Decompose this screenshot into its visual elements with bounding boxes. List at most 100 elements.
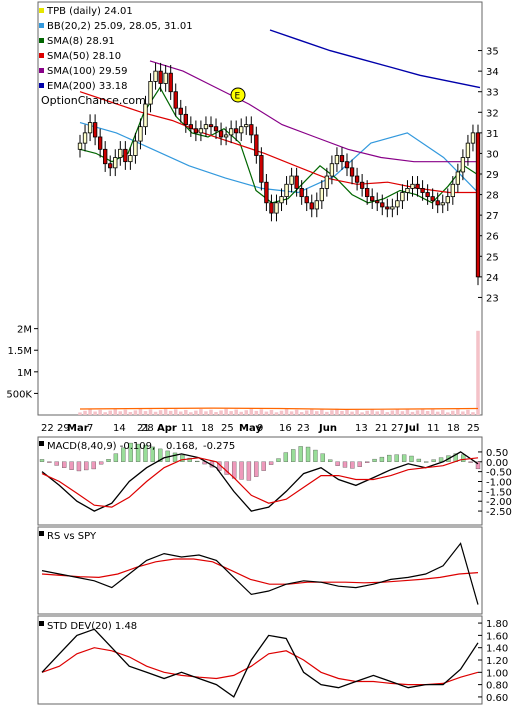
x-tick-label: 11 (427, 423, 440, 434)
price-y-tick-label: 27 (486, 211, 499, 222)
candle-body (390, 206, 395, 210)
candle-body (228, 128, 234, 136)
volume-bar (274, 412, 279, 415)
volume-bar (309, 408, 314, 415)
candle-body (183, 113, 188, 126)
rs-legend-swatch (39, 531, 44, 536)
price-y-tick-label: 34 (486, 67, 499, 78)
candle-body (234, 128, 239, 134)
macd-histogram-bar (342, 461, 348, 468)
macd-panel-frame (37, 436, 483, 526)
candle-body (173, 91, 178, 109)
series-line (79, 122, 481, 196)
macd-histogram-bar (54, 461, 59, 466)
macd-histogram-bar (224, 461, 229, 475)
earnings-event-label: E (235, 92, 241, 102)
volume-bar (189, 412, 193, 415)
macd-histogram-bar (268, 461, 274, 465)
earnings-event-marker (230, 87, 246, 103)
stddev-legend-swatch (39, 621, 44, 626)
series-line (149, 60, 480, 163)
volume-bar (184, 409, 188, 415)
volume-bar (466, 409, 470, 415)
macd-histogram-bar (438, 457, 444, 462)
watermark-label: OptionChance.com (41, 94, 146, 107)
macd-histogram-bar (424, 461, 429, 463)
volume-bar (239, 411, 243, 415)
volume-bar (204, 411, 208, 415)
candle-body (92, 122, 98, 138)
volume-bar (335, 408, 339, 415)
volume-bar (234, 409, 238, 415)
macd-histogram-bar (180, 454, 185, 462)
macd-histogram-bar (106, 459, 111, 462)
volume-bar (254, 410, 259, 415)
candle-body (284, 183, 289, 198)
volume-bar (173, 409, 178, 415)
macd-y-tick-label: -0.50 (486, 468, 512, 479)
candle-body (344, 161, 350, 169)
candle-body (299, 187, 304, 198)
macd-histogram-bar (291, 449, 296, 462)
candle-body (203, 124, 209, 130)
candle-body (123, 148, 128, 163)
macd-histogram-bar (202, 461, 207, 465)
legend-swatch (39, 83, 44, 88)
x-tick-label: 14 (113, 423, 126, 434)
x-tick-label: 28 (141, 423, 154, 434)
volume-bar (370, 409, 374, 415)
macd-histogram-bar (350, 461, 355, 469)
candle-body (133, 140, 138, 156)
macd-histogram-bar (91, 461, 96, 470)
legend-swatch (39, 53, 44, 58)
macd-histogram-bar (239, 461, 244, 480)
x-tick-label: 11 (181, 423, 194, 434)
macd-histogram-bar (158, 448, 163, 462)
volume-bar (148, 409, 153, 415)
rs-panel-frame (37, 526, 483, 615)
macd-histogram-bar (328, 459, 333, 462)
volume-bar (113, 408, 118, 415)
macd-line (41, 451, 479, 512)
candle-body (128, 155, 133, 163)
volume-bar (430, 409, 435, 415)
volume-bar (355, 410, 359, 415)
candle-body (148, 81, 153, 105)
volume-bar (299, 412, 304, 415)
candle-body (365, 187, 370, 198)
volume-bar (365, 410, 369, 415)
macd-histogram-bar (461, 454, 466, 462)
price-y-tick-label: 28 (486, 191, 499, 202)
legend-label: SMA(100) 29.59 (47, 66, 128, 77)
volume-bar (194, 410, 198, 415)
rs-header-label: RS vs SPY (47, 531, 97, 542)
volume-bar (325, 411, 329, 415)
macd-histogram-bar (113, 453, 119, 462)
volume-bar (340, 410, 344, 415)
volume-bar (390, 410, 395, 415)
volume-bar (446, 412, 450, 415)
stddev-avg-line (41, 647, 479, 686)
volume-bar (425, 410, 430, 415)
volume-bar (294, 409, 299, 415)
macd-histogram-bar (365, 461, 370, 463)
candle-body (465, 142, 471, 158)
macd-histogram-bar (150, 446, 155, 462)
macd-histogram-bar (39, 459, 45, 462)
volume-bar (118, 411, 123, 415)
candle-body (319, 187, 324, 202)
macd-histogram-bar (172, 452, 178, 462)
stddev-y-tick-label: 1.80 (486, 619, 508, 630)
candle-body (420, 187, 425, 193)
macd-histogram-bar (261, 461, 266, 471)
candle-body (249, 124, 254, 136)
macd-histogram-bar (401, 454, 407, 462)
x-tick-label: 25 (467, 423, 480, 434)
candle-body (239, 126, 244, 134)
candle-body (138, 126, 143, 142)
x-tick-label: 7 (87, 423, 93, 434)
candle-body (334, 155, 340, 165)
legend-label: SMA(8) 28.91 (47, 36, 115, 47)
candle-body (153, 70, 158, 82)
x-tick-label: 22 (41, 423, 54, 434)
